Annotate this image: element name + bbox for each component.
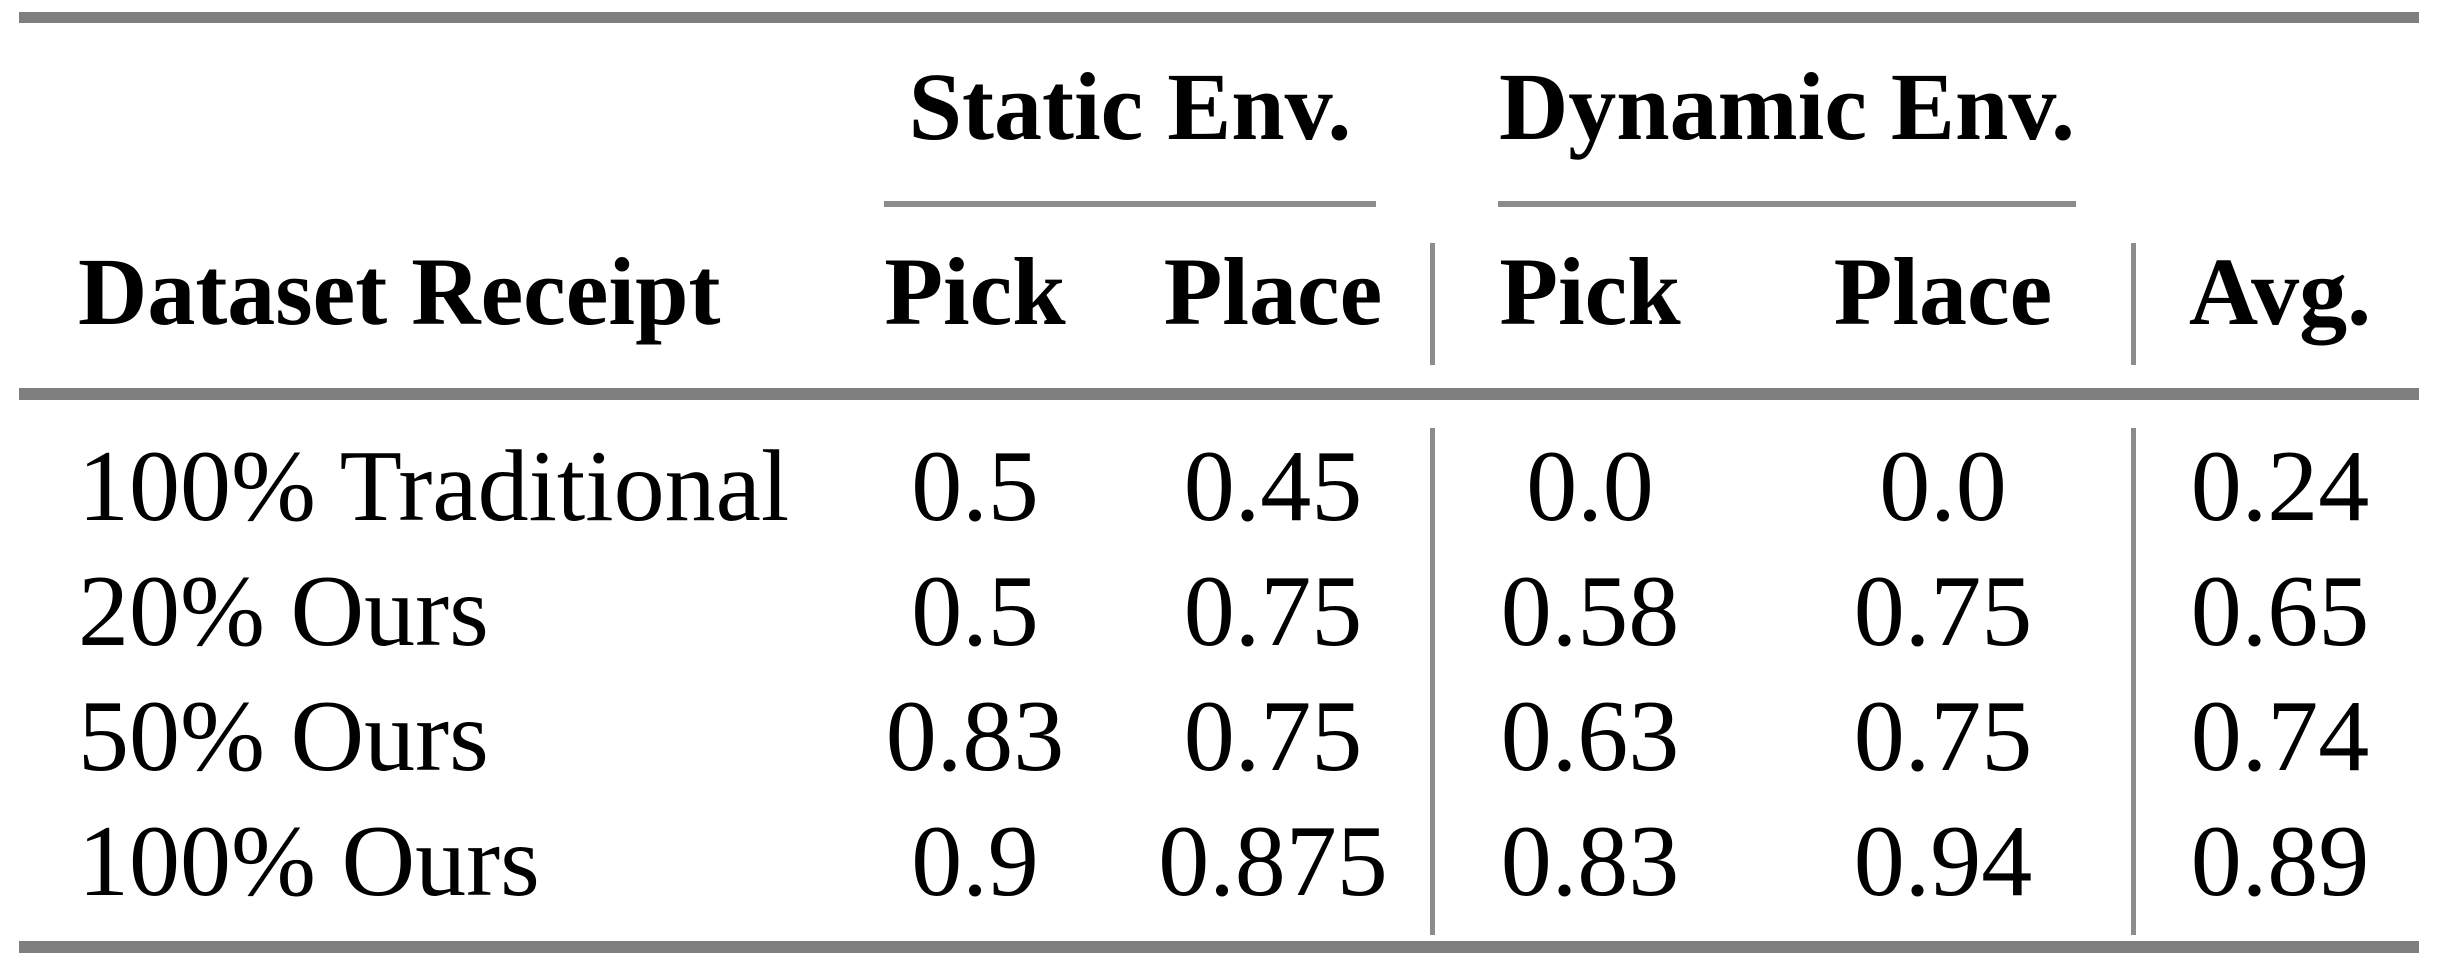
cell-value: 0.75 bbox=[1183, 680, 1363, 793]
cell-value: 0.0 bbox=[1526, 430, 1654, 543]
column-header-pick-dynamic: Pick bbox=[1499, 238, 1681, 345]
cell-value: 0.58 bbox=[1500, 555, 1680, 668]
cell-value: 0.875 bbox=[1158, 805, 1388, 918]
row-label: 50% Ours bbox=[78, 680, 489, 793]
table-mid-rule bbox=[19, 388, 2419, 400]
cell-value: 0.83 bbox=[1500, 805, 1680, 918]
cell-value: 0.63 bbox=[1500, 680, 1680, 793]
row-label: 20% Ours bbox=[78, 555, 489, 668]
row-label: 100% Traditional bbox=[78, 430, 790, 543]
table-row: 50% Ours 0.83 0.75 0.63 0.75 0.74 bbox=[0, 686, 2440, 811]
column-header-place-static: Place bbox=[1163, 238, 1383, 345]
cell-value: 0.65 bbox=[2190, 555, 2370, 668]
vertical-rule-body-static-dynamic bbox=[1430, 428, 1435, 935]
cmidrule-dynamic-env bbox=[1498, 201, 2076, 207]
cell-value: 0.94 bbox=[1853, 805, 2033, 918]
cell-value: 0.75 bbox=[1853, 680, 2033, 793]
row-label: 100% Ours bbox=[78, 805, 540, 918]
column-header-pick-static: Pick bbox=[884, 238, 1066, 345]
column-header-avg: Avg. bbox=[2188, 238, 2372, 345]
cell-value: 0.5 bbox=[911, 430, 1039, 543]
vertical-rule-header-static-dynamic bbox=[1430, 243, 1435, 365]
table-row: 20% Ours 0.5 0.75 0.58 0.75 0.65 bbox=[0, 561, 2440, 686]
cell-value: 0.83 bbox=[885, 680, 1065, 793]
table-top-rule bbox=[19, 12, 2419, 23]
table-row: 100% Traditional 0.5 0.45 0.0 0.0 0.24 bbox=[0, 436, 2440, 561]
cell-value: 0.75 bbox=[1183, 555, 1363, 668]
vertical-rule-header-dynamic-avg bbox=[2131, 243, 2136, 365]
table-row: 100% Ours 0.9 0.875 0.83 0.94 0.89 bbox=[0, 811, 2440, 936]
group-header-static-env: Static Env. bbox=[908, 53, 1352, 160]
column-header-place-dynamic: Place bbox=[1833, 238, 2053, 345]
column-header-row: Dataset Receipt Pick Place Pick Place Av… bbox=[0, 244, 2440, 369]
cell-value: 0.0 bbox=[1879, 430, 2007, 543]
cmidrule-static-env bbox=[884, 201, 1376, 207]
column-header-dataset-receipt: Dataset Receipt bbox=[78, 238, 721, 345]
vertical-rule-body-dynamic-avg bbox=[2131, 428, 2136, 935]
cell-value: 0.24 bbox=[2190, 430, 2370, 543]
group-header-row: Static Env. Dynamic Env. bbox=[0, 59, 2440, 184]
group-header-dynamic-env: Dynamic Env. bbox=[1498, 53, 2076, 160]
cell-value: 0.74 bbox=[2190, 680, 2370, 793]
table-bottom-rule bbox=[19, 941, 2419, 953]
cell-value: 0.89 bbox=[2190, 805, 2370, 918]
cell-value: 0.5 bbox=[911, 555, 1039, 668]
cell-value: 0.75 bbox=[1853, 555, 2033, 668]
cell-value: 0.9 bbox=[911, 805, 1039, 918]
cell-value: 0.45 bbox=[1183, 430, 1363, 543]
